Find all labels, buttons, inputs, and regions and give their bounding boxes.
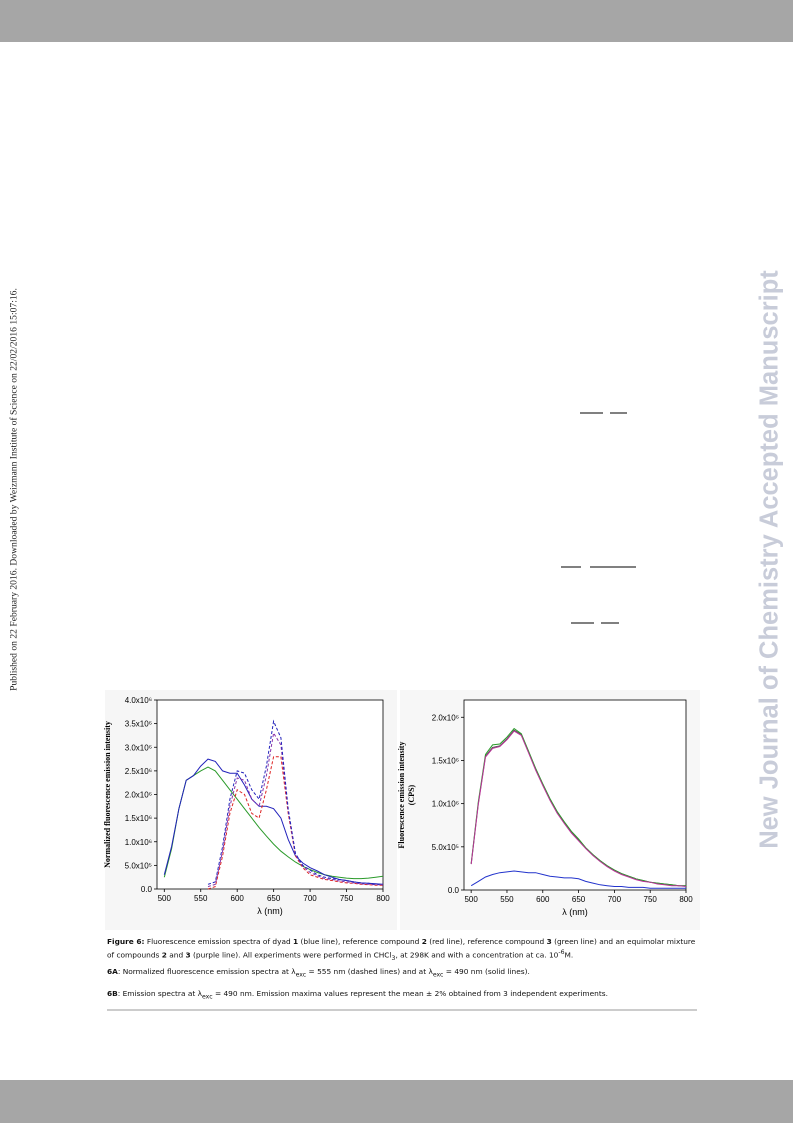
layout-rules bbox=[561, 412, 636, 624]
cap: , at 298K and with a concentration at ca… bbox=[395, 950, 559, 960]
series-line bbox=[207, 756, 383, 890]
x-tick-label: 650 bbox=[267, 894, 281, 903]
x-tick-label: 600 bbox=[536, 895, 550, 904]
x-tick-label: 500 bbox=[464, 895, 478, 904]
plot-frame bbox=[463, 699, 687, 891]
x-tick-label: 550 bbox=[194, 894, 208, 903]
plot-frame bbox=[156, 699, 384, 890]
caption-b: 6B: Emission spectra at λexc = 490 nm. E… bbox=[107, 988, 702, 1002]
caption: Figure 6: Fluorescence emission spectra … bbox=[107, 936, 702, 964]
y-tick-label: 0.0 bbox=[448, 886, 460, 895]
cap: 3 bbox=[391, 954, 396, 962]
cap: exc bbox=[201, 993, 213, 1001]
x-tick-label: 800 bbox=[376, 894, 390, 903]
x-tick-label: 700 bbox=[303, 894, 317, 903]
y-tick-label: 0.0 bbox=[141, 885, 153, 894]
x-tick-label: 750 bbox=[340, 894, 354, 903]
cap: = 490 nm (solid lines). bbox=[443, 967, 530, 976]
y-tick-label: 1.5x10⁶ bbox=[125, 814, 152, 823]
x-tick-label: 750 bbox=[644, 895, 658, 904]
x-axis-label: λ (nm) bbox=[562, 907, 588, 917]
cap: (purple line). All experiments were perf… bbox=[190, 950, 392, 960]
cap: 6A bbox=[107, 967, 118, 976]
cap: 3 bbox=[185, 950, 191, 960]
y-tick-label: 2.5x10⁶ bbox=[125, 767, 152, 776]
y-tick-label: 1.5x10⁶ bbox=[432, 756, 459, 765]
series-line bbox=[470, 870, 686, 889]
series-line bbox=[207, 719, 383, 885]
cap: 6B bbox=[107, 989, 118, 998]
x-tick-label: 700 bbox=[608, 895, 622, 904]
header-bar bbox=[0, 0, 793, 42]
cap: Fluorescence emission spectra of dyad bbox=[144, 937, 294, 946]
cap: and bbox=[166, 950, 186, 960]
x-tick-label: 650 bbox=[572, 895, 586, 904]
cap: 2 bbox=[161, 950, 167, 960]
cap: (red line), reference compound bbox=[426, 937, 547, 946]
x-axis-label: λ (nm) bbox=[257, 906, 283, 916]
x-tick-label: 800 bbox=[679, 895, 693, 904]
cap: = 490 nm. Emission maxima values represe… bbox=[212, 989, 608, 998]
cap: (green line) and an equimolar mixture of… bbox=[107, 937, 696, 960]
cap: 1 bbox=[293, 937, 299, 946]
cap: -6 bbox=[558, 949, 565, 956]
cap: exc bbox=[432, 971, 444, 979]
y-tick-label: 2.0x10⁶ bbox=[125, 791, 152, 800]
cap: exc bbox=[295, 971, 307, 979]
series-line bbox=[470, 730, 687, 887]
cap: : Emission spectra at λ bbox=[117, 989, 202, 998]
cap: 2 bbox=[421, 937, 427, 946]
caption-a: 6A: Normalized fluorescence emission spe… bbox=[107, 966, 702, 980]
cap: M. bbox=[564, 950, 574, 960]
series-line bbox=[163, 758, 384, 885]
x-tick-label: 500 bbox=[158, 894, 172, 903]
y-tick-label: 3.0x10⁶ bbox=[125, 743, 152, 752]
y-axis-label: Normalized fluorescence emission intensi… bbox=[103, 721, 112, 868]
y-axis-label: (CPS) bbox=[407, 784, 416, 805]
y-tick-label: 3.5x10⁶ bbox=[125, 720, 152, 729]
x-tick-label: 600 bbox=[231, 894, 245, 903]
y-axis-label: Fluorescence emission intensity bbox=[397, 742, 406, 849]
series-line bbox=[207, 731, 383, 888]
cap: Figure 6: bbox=[107, 937, 145, 946]
y-tick-label: 1.0x10⁶ bbox=[125, 838, 152, 847]
y-tick-label: 2.0x10⁶ bbox=[432, 713, 459, 722]
cap: 3 bbox=[546, 937, 552, 946]
y-tick-label: 5.0x10⁵ bbox=[432, 843, 459, 852]
footer-bar bbox=[0, 1080, 793, 1123]
y-tick-label: 5.0x10⁵ bbox=[125, 861, 152, 870]
cap: (blue line), reference compound bbox=[298, 937, 422, 946]
y-tick-label: 4.0x10⁶ bbox=[125, 696, 152, 705]
y-tick-label: 1.0x10⁶ bbox=[432, 800, 459, 809]
series-line bbox=[163, 766, 384, 880]
x-tick-label: 550 bbox=[500, 895, 514, 904]
cap: = 555 nm (dashed lines) and at λ bbox=[306, 967, 433, 976]
cap: : Normalized fluorescence emission spect… bbox=[117, 967, 296, 976]
